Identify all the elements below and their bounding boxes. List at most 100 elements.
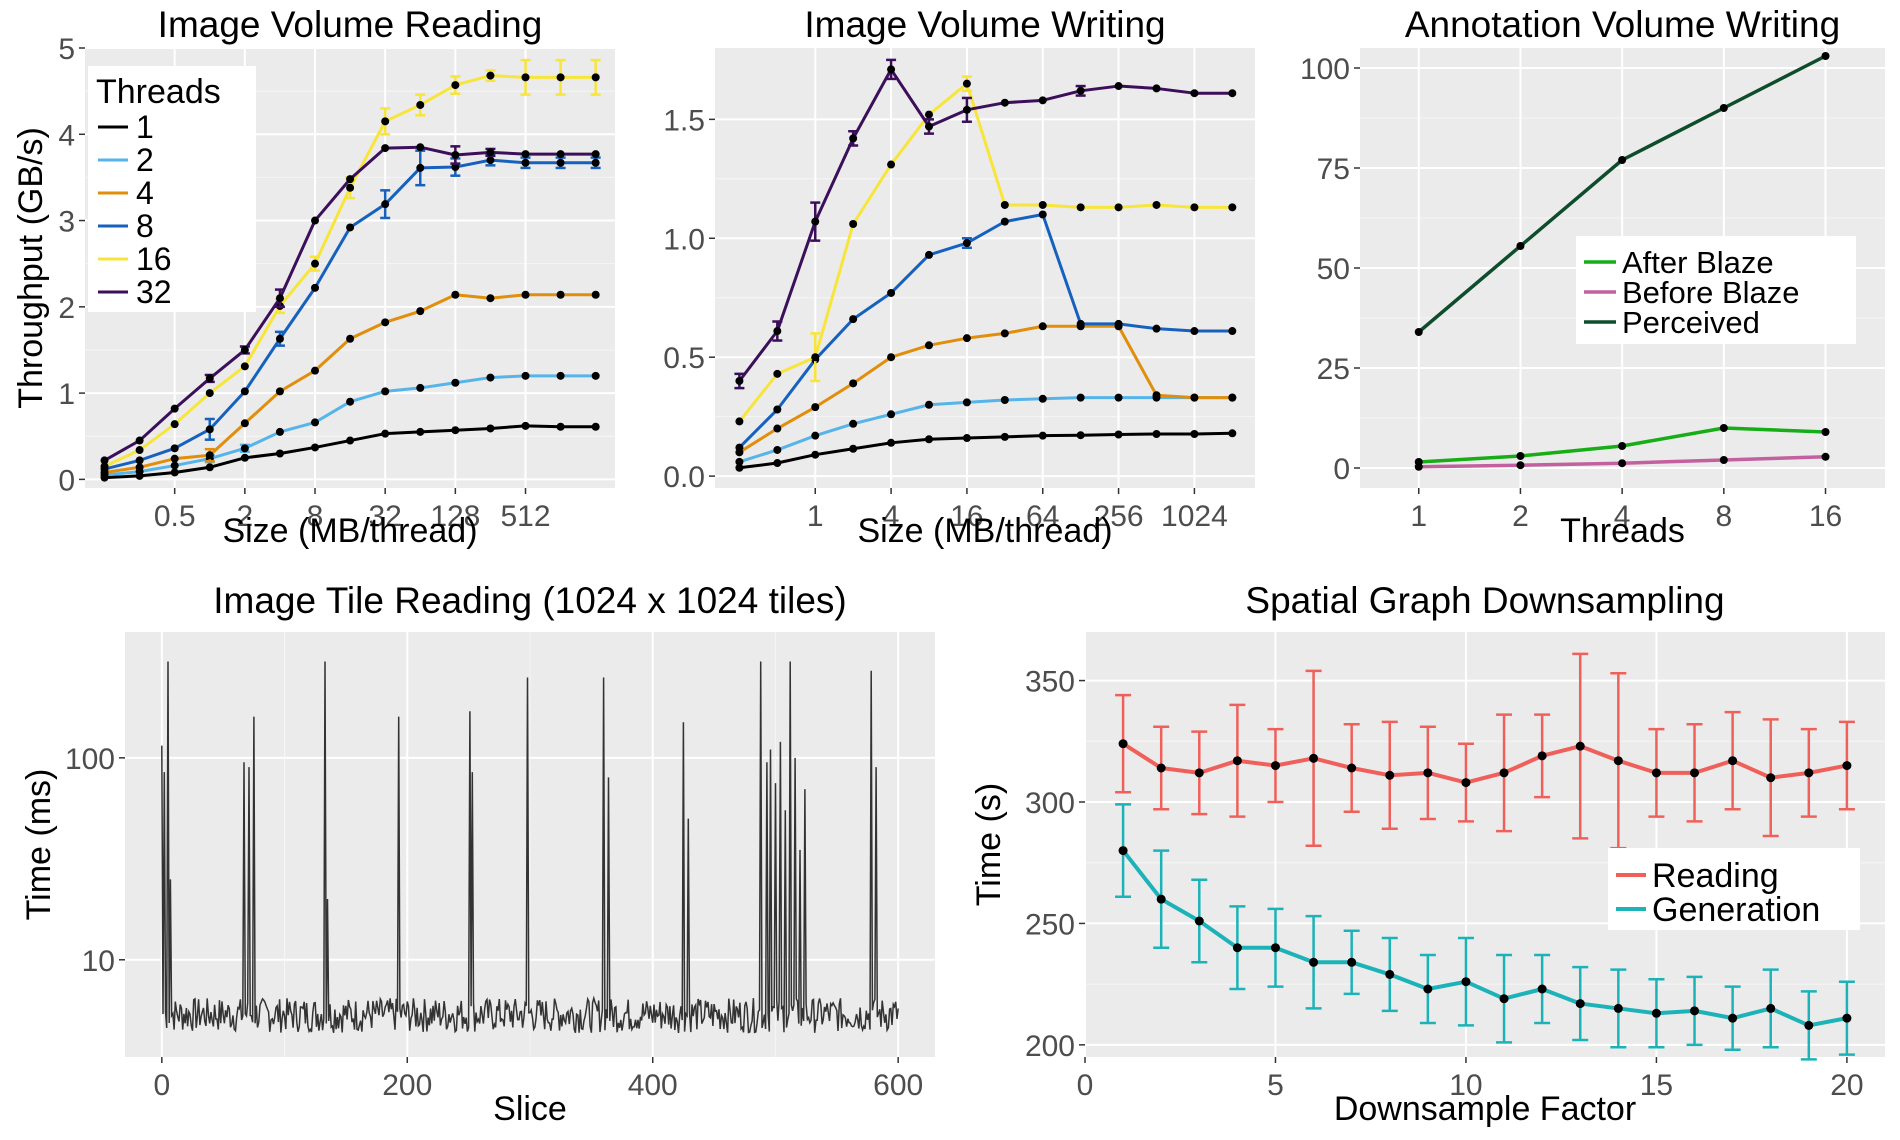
y-tick-label: 4: [58, 119, 75, 152]
data-point: [811, 450, 820, 459]
data-point: [1190, 327, 1199, 336]
y-tick-label: 10: [82, 945, 115, 978]
data-point: [924, 110, 933, 119]
data-point: [1190, 430, 1199, 439]
chart-ivw: 0.0 0.5 1.0 1.5 1 4 16 64 256 1024 Image Volume Wr…: [663, 4, 1255, 550]
data-point: [346, 183, 355, 192]
data-point: [521, 158, 530, 167]
data-point: [346, 334, 355, 343]
data-point: [1190, 89, 1199, 98]
data-point: [887, 288, 896, 297]
data-point: [205, 451, 214, 460]
data-point: [887, 438, 896, 447]
chart-title: Image Volume Reading: [158, 4, 543, 45]
data-point: [1038, 96, 1047, 105]
legend-label: 16: [136, 241, 172, 277]
data-point: [773, 369, 782, 378]
data-point: [1804, 1020, 1814, 1030]
data-point: [735, 417, 744, 426]
y-tick-label: 100: [1300, 53, 1350, 86]
series-line-1: [739, 431, 1233, 470]
x-tick-label: 1024: [1161, 500, 1228, 533]
data-point: [1190, 393, 1199, 402]
data-point: [1842, 1013, 1852, 1023]
data-point: [416, 427, 425, 436]
data-point: [1038, 431, 1047, 440]
data-point: [1194, 768, 1204, 778]
data-point: [170, 420, 179, 429]
data-point: [451, 378, 460, 387]
data-point: [924, 250, 933, 259]
data-point: [381, 429, 390, 438]
data-point: [1309, 957, 1319, 967]
data-point: [416, 383, 425, 392]
series-line-reading: [1122, 742, 1848, 785]
data-point: [1038, 394, 1047, 403]
data-point: [1114, 203, 1123, 212]
data-point: [1000, 329, 1009, 338]
data-point: [486, 294, 495, 303]
data-point: [811, 217, 820, 226]
data-point: [346, 436, 355, 445]
data-point: [1618, 156, 1627, 164]
data-point: [1156, 894, 1166, 904]
data-point: [1152, 430, 1161, 439]
data-point: [275, 294, 284, 303]
data-point: [887, 353, 896, 362]
x-tick-label: 600: [873, 1069, 923, 1102]
data-point: [275, 387, 284, 396]
data-point: [1690, 1006, 1700, 1016]
chart-itr: 10 100 0 200 400 600 Image Tile Reading (1024 …: [20, 580, 935, 1128]
legend-label: Perceived: [1622, 305, 1760, 340]
data-point: [311, 443, 320, 452]
chart-title: Image Volume Writing: [804, 4, 1165, 45]
chart-avw: 0 25 50 75 100 1 2 4 8 16 Annotation Volume Writin…: [1300, 4, 1885, 550]
data-point: [1076, 203, 1085, 212]
y-tick-label: 350: [1025, 666, 1075, 699]
x-tick-label: 20: [1830, 1069, 1863, 1102]
data-point: [170, 461, 179, 470]
data-point: [735, 463, 744, 472]
data-point: [887, 65, 896, 74]
series-line-32: [738, 67, 1233, 382]
x-tick-label: 1: [1410, 500, 1427, 533]
data-point: [1613, 1003, 1623, 1013]
data-point: [1414, 328, 1423, 336]
data-point: [1000, 200, 1009, 209]
data-point: [849, 444, 858, 453]
x-tick-label: 16: [1809, 500, 1842, 533]
data-point: [1821, 52, 1830, 60]
data-point: [1156, 763, 1166, 773]
x-tick-label: 2: [1512, 500, 1529, 533]
x-tick-label: 8: [1715, 500, 1732, 533]
data-point: [887, 410, 896, 419]
data-point: [1804, 768, 1814, 778]
legend-label: 4: [136, 175, 154, 211]
y-tick-label: 0.0: [663, 461, 705, 494]
data-point: [811, 431, 820, 440]
data-point: [381, 387, 390, 396]
data-point: [311, 259, 320, 268]
data-point: [811, 403, 820, 412]
y-tick-label: 1.5: [663, 104, 705, 137]
data-point: [1728, 756, 1738, 766]
data-point: [1385, 770, 1395, 780]
data-point: [1651, 768, 1661, 778]
data-point: [135, 463, 144, 472]
data-point: [521, 290, 530, 299]
series-line-4: [738, 324, 1233, 454]
y-tick-label: 5: [58, 33, 75, 66]
chart-sgd: 200 250 300 350 0 5 10 15 20 Spatial Graph Downsa…: [970, 580, 1885, 1128]
data-point: [887, 160, 896, 169]
data-point: [1114, 393, 1123, 402]
y-tick-label: 1.0: [663, 223, 705, 256]
data-point: [451, 163, 460, 172]
data-point: [170, 454, 179, 463]
data-point: [521, 371, 530, 380]
data-point: [773, 459, 782, 468]
x-tick-label: 64: [1026, 500, 1059, 533]
x-tick-label: 5: [1267, 1069, 1284, 1102]
data-point: [1228, 89, 1237, 98]
data-point: [1575, 741, 1585, 751]
x-tick-label: 200: [382, 1069, 432, 1102]
